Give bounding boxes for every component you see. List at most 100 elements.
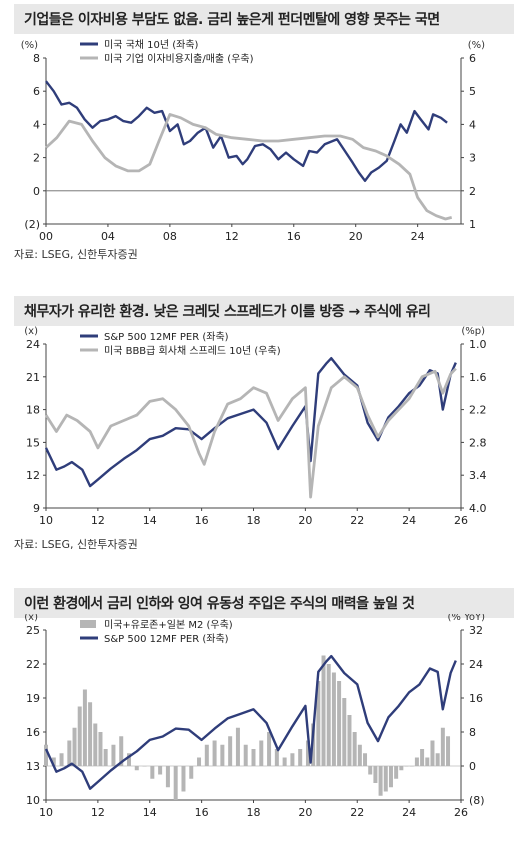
m2-bar [235, 727, 240, 766]
chart-title: 기업들은 이자비용 부담도 없음. 금리 높은게 펀더멘탈에 영향 못주는 국면 [24, 12, 440, 28]
m2-bar [165, 766, 170, 788]
m2-bar [251, 749, 256, 766]
legend-label: 미국 BBB급 회사채 스프레드 10년 (우축) [104, 345, 281, 357]
x-tick-label: 08 [163, 230, 177, 243]
legend-label: 미국 국채 10년 (좌축) [104, 39, 199, 51]
m2-bar [378, 766, 383, 796]
x-tick-label: 12 [91, 806, 105, 819]
left-tick-label: 0 [33, 185, 40, 198]
m2-bar [98, 732, 103, 766]
series-line-2 [44, 654, 457, 790]
x-tick-label: 24 [402, 514, 416, 527]
x-tick-label: 12 [91, 514, 105, 527]
source-note: 자료: LSEG, 신한투자증권 [14, 538, 138, 551]
m2-bar [150, 766, 155, 779]
m2-bar [420, 749, 425, 766]
chart-panel-1: 기업들은 이자비용 부담도 없음. 금리 높은게 펀더멘탈에 영향 못주는 국면… [0, 0, 532, 265]
chart-panel-3: 이런 환경에서 금리 인하와 잉여 유동성 주입은 주식의 매력을 높일 것 (… [0, 588, 532, 823]
m2-bar [67, 740, 72, 766]
left-axis-unit: (x) [24, 614, 38, 623]
x-tick-label: 16 [195, 514, 209, 527]
m2-bar [404, 766, 409, 767]
m2-bar [331, 672, 336, 766]
m2-bar [243, 744, 248, 766]
chart-title: 채무자가 유리한 환경. 낮은 크레딧 스프레드가 이를 방증 → 주식에 유리 [24, 304, 431, 320]
x-tick-label: 20 [298, 514, 312, 527]
m2-bar [93, 723, 98, 766]
m2-bar [282, 757, 287, 766]
chart-title: 이런 환경에서 금리 인하와 잉여 유동성 주입은 주식의 매력을 높일 것 [24, 596, 415, 612]
m2-bar [181, 766, 186, 792]
m2-bar [142, 766, 147, 767]
right-tick-label: 4 [469, 118, 476, 131]
x-tick-label: 10 [39, 806, 53, 819]
left-tick-label: 8 [33, 52, 40, 65]
m2-bar [44, 744, 48, 766]
right-tick-label: 1.6 [469, 371, 487, 384]
x-tick-label: 04 [101, 230, 115, 243]
m2-bar [59, 753, 64, 766]
left-tick-label: 12 [26, 469, 40, 482]
m2-bar [383, 766, 388, 792]
right-tick-label: 3 [469, 152, 476, 165]
m2-bar [425, 757, 430, 766]
m2-bar [409, 766, 414, 767]
m2-bar [316, 681, 321, 766]
m2-bar [305, 740, 310, 766]
m2-bar [119, 736, 124, 766]
x-tick-label: 26 [454, 806, 468, 819]
right-tick-label: 0 [469, 760, 476, 773]
chart-3-svg: (x) (% YoY) 25 22 19 16 13 10 32 24 16 8 0 (8) 10 12 14 1… [24, 614, 486, 819]
left-tick-label: 10 [26, 794, 40, 807]
legend-label: S&P 500 12MF PER (좌축) [104, 331, 229, 343]
m2-bar [212, 740, 217, 766]
left-tick-label: 25 [26, 624, 40, 637]
x-tick-label: 16 [195, 806, 209, 819]
left-tick-label: 16 [26, 726, 40, 739]
right-tick-label: (8) [469, 794, 485, 807]
m2-bar [388, 766, 393, 788]
m2-bar [399, 766, 404, 771]
m2-bar [435, 753, 440, 766]
x-tick-label: 20 [298, 806, 312, 819]
x-tick-label: 10 [39, 514, 53, 527]
x-tick-label: 22 [350, 514, 364, 527]
m2-bar [394, 766, 399, 779]
x-tick-label: 16 [287, 230, 301, 243]
right-tick-label: 3.4 [469, 469, 487, 482]
m2-bar [414, 757, 419, 766]
source-note: 자료: LSEG, 신한투자증권 [14, 248, 138, 261]
m2-bar [446, 736, 451, 766]
m2-bar [321, 655, 326, 766]
legend-label: 미국 기업 이자비용지출/매출 (우축) [104, 52, 254, 65]
m2-bar [72, 727, 77, 766]
m2-bar [352, 732, 357, 766]
right-axis-unit: (%) [468, 40, 485, 51]
chart-title-bar: 이런 환경에서 금리 인하와 잉여 유동성 주입은 주식의 매력을 높일 것 [14, 588, 514, 618]
m2-bar [430, 740, 435, 766]
left-axis-unit: (x) [24, 326, 38, 337]
series-line-1 [44, 357, 457, 488]
x-tick-label: 20 [349, 230, 363, 243]
chart-panel-2: 채무자가 유리한 환경. 낮은 크레딧 스프레드가 이를 방증 → 주식에 유리… [0, 296, 532, 561]
left-tick-label: 2 [33, 152, 40, 165]
right-axis-unit: (% YoY) [448, 614, 486, 623]
m2-bar [228, 736, 233, 766]
left-axis-unit: (%) [21, 40, 38, 51]
right-tick-label: 2.8 [469, 436, 487, 449]
left-tick-label: 15 [26, 436, 40, 449]
chart-title-bar: 기업들은 이자비용 부담도 없음. 금리 높은게 펀더멘탈에 영향 못주는 국면 [14, 4, 514, 34]
right-tick-label: 8 [469, 726, 476, 739]
m2-bar [259, 740, 264, 766]
right-tick-label: 2 [469, 185, 476, 198]
x-tick-label: 00 [39, 230, 53, 243]
m2-bar [51, 757, 56, 766]
x-tick-label: 12 [225, 230, 239, 243]
m2-bar [440, 727, 445, 766]
right-tick-label: 16 [469, 692, 483, 705]
left-tick-label: 21 [26, 371, 40, 384]
x-tick-label: 14 [143, 806, 157, 819]
left-tick-label: 4 [33, 118, 40, 131]
x-tick-label: 22 [350, 806, 364, 819]
m2-bar [197, 757, 202, 766]
